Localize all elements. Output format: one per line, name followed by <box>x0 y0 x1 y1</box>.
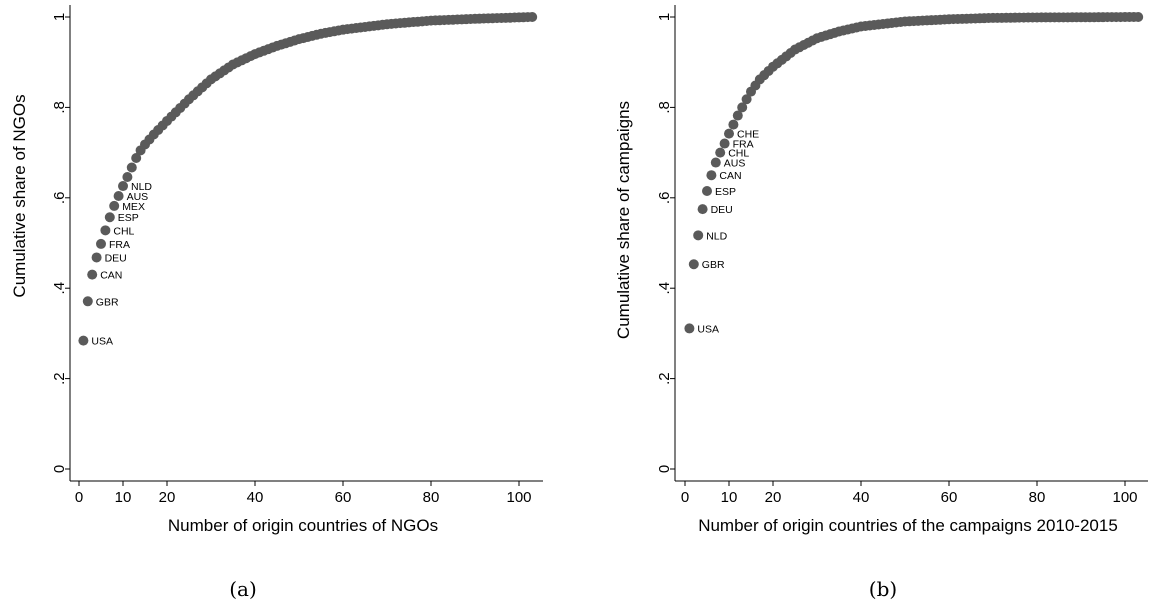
y-tick-label: .8 <box>656 101 673 114</box>
x-tick-label: 0 <box>75 489 83 506</box>
point-label: USA <box>91 336 113 348</box>
x-tick-label: 80 <box>1029 489 1046 506</box>
point-label: USA <box>697 323 719 335</box>
data-point <box>737 102 748 113</box>
data-point <box>693 230 704 241</box>
panel-caption: (a) <box>229 577 257 601</box>
y-tick-label: .4 <box>656 282 673 295</box>
y-tick-label: 0 <box>51 465 68 473</box>
x-tick-label: 20 <box>159 489 176 506</box>
data-point <box>126 162 137 173</box>
x-tick-label: 40 <box>853 489 870 506</box>
x-axis-title: Number of origin countries of NGOs <box>168 516 438 535</box>
data-point <box>96 238 106 249</box>
x-tick-label: 60 <box>335 489 352 506</box>
data-point <box>122 172 133 183</box>
y-tick-label: .2 <box>656 372 673 385</box>
point-label: AUS <box>127 191 149 203</box>
panel-caption: (b) <box>869 577 897 601</box>
y-tick-label: .6 <box>51 192 68 205</box>
panel-b: 0.2.4.6.810 10 20 40 60 80 100 USAGBRNLDDEUESP… <box>614 5 1148 601</box>
y-tick-label: .2 <box>51 372 68 385</box>
data-point <box>688 259 699 270</box>
point-label: DEU <box>711 204 733 216</box>
x-tick-label: 80 <box>423 489 440 506</box>
data-point <box>719 138 730 149</box>
y-tick-label: 0 <box>656 465 673 473</box>
x-tick-label: 100 <box>1112 489 1137 506</box>
data-point <box>87 269 98 280</box>
data-point <box>1133 12 1144 22</box>
data-point <box>118 181 128 192</box>
data-point <box>131 153 142 164</box>
x-tick-label: 20 <box>765 489 782 506</box>
data-point <box>710 157 721 168</box>
point-label: CAN <box>719 170 741 182</box>
data-point <box>527 12 538 22</box>
point-label: NLD <box>706 230 727 242</box>
data-point <box>82 296 93 307</box>
point-label: CHE <box>737 129 759 141</box>
point-label: ESP <box>118 212 139 224</box>
data-point <box>741 94 752 105</box>
ticks: 0.2.4.6.810 10 20 40 60 80 100 <box>51 13 532 506</box>
data-point <box>715 147 726 158</box>
x-tick-label: 40 <box>247 489 264 506</box>
y-tick-label: .6 <box>656 192 673 205</box>
point-label: AUS <box>724 158 746 170</box>
point-label: FRA <box>733 139 754 151</box>
point-label: CHL <box>113 225 134 237</box>
ticks: 0.2.4.6.810 10 20 40 60 80 100 <box>656 13 1138 506</box>
panel-a: 0.2.4.6.810 10 20 40 60 80 100 USAGBRCANDEUFRA… <box>10 5 543 601</box>
y-tick-label: 1 <box>656 13 673 21</box>
point-label: ESP <box>715 186 736 198</box>
point-label: MEX <box>122 201 145 213</box>
x-tick-label: 60 <box>941 489 958 506</box>
point-label: GBR <box>702 259 725 271</box>
y-tick-label: .8 <box>51 101 68 114</box>
x-tick-label: 10 <box>115 489 132 506</box>
data-point <box>113 190 124 201</box>
data-point <box>109 200 120 211</box>
point-label: DEU <box>105 252 127 264</box>
x-tick-label: 10 <box>721 489 738 506</box>
data-point <box>100 225 111 236</box>
data-point <box>728 119 739 130</box>
y-axis-title: Cumulative share of campaigns <box>614 101 633 339</box>
point-label: CAN <box>100 270 122 282</box>
point-label: GBR <box>96 296 119 308</box>
data-point <box>104 212 115 223</box>
data-point <box>697 204 708 215</box>
data-point <box>732 110 743 121</box>
data-point <box>706 170 717 181</box>
data-point <box>724 128 734 139</box>
x-tick-label: 100 <box>506 489 531 506</box>
y-tick-label: 1 <box>51 13 68 21</box>
data-point <box>78 335 89 346</box>
point-label: FRA <box>109 239 130 251</box>
data-point <box>684 323 695 334</box>
y-axis-title: Cumulative share of NGOs <box>10 94 29 297</box>
y-tick-label: .4 <box>51 282 68 295</box>
x-tick-label: 0 <box>681 489 689 506</box>
x-axis-title: Number of origin countries of the campai… <box>698 516 1118 535</box>
point-label: CHL <box>728 148 749 160</box>
data-point <box>91 252 102 263</box>
data-point <box>702 186 712 197</box>
point-label: NLD <box>131 181 152 193</box>
